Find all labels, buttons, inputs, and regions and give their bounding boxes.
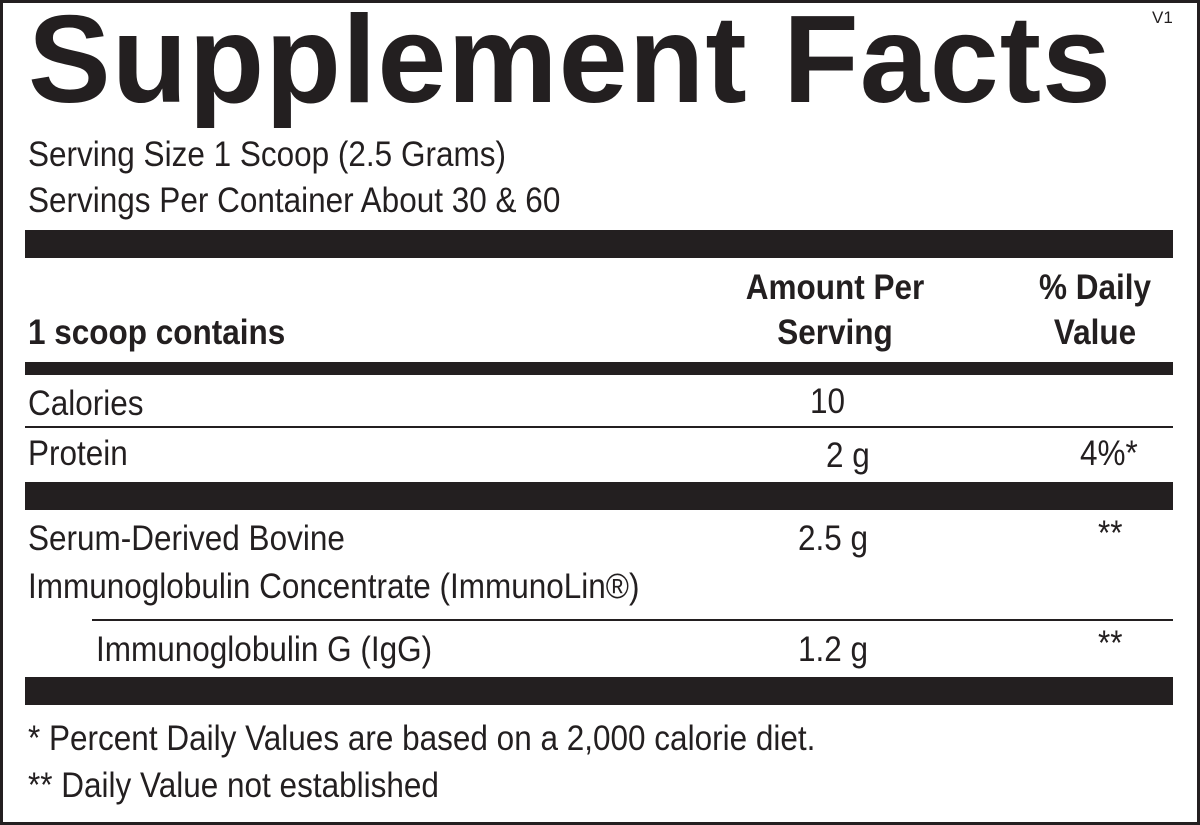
- footnote-percent-dv: * Percent Daily Values are based on a 2,…: [28, 719, 816, 758]
- header-dv-line1: % Daily: [1038, 268, 1152, 307]
- thin-divider: [25, 426, 1173, 428]
- thin-divider-indented: [92, 619, 1173, 621]
- header-amount: Amount Per Serving: [727, 268, 943, 353]
- row-protein-dv: 4%*: [1080, 434, 1138, 473]
- header-contains: 1 scoop contains: [28, 313, 286, 352]
- header-dv-line2: Value: [1053, 313, 1137, 352]
- header-dv: % Daily Value: [1010, 268, 1181, 353]
- header-amount-line2: Serving: [777, 313, 893, 352]
- version-tag: V1: [1152, 8, 1173, 27]
- label-title: Supplement Facts: [28, 0, 1112, 129]
- thick-divider: [25, 482, 1173, 510]
- row-serum-name-line1: Serum-Derived Bovine: [28, 519, 345, 558]
- row-igg-dv: **: [1098, 624, 1123, 663]
- row-calories-amount: 10: [810, 382, 846, 421]
- servings-per-container: Servings Per Container About 30 & 60: [28, 181, 561, 220]
- row-serum-dv: **: [1098, 514, 1123, 553]
- thick-divider: [25, 230, 1173, 258]
- row-protein-name: Protein: [28, 434, 128, 473]
- thick-divider: [25, 677, 1173, 705]
- row-igg-amount: 1.2 g: [798, 630, 869, 669]
- medium-divider: [25, 362, 1173, 375]
- serving-size: Serving Size 1 Scoop (2.5 Grams): [28, 135, 506, 174]
- row-serum-name-line2: Immunoglobulin Concentrate (ImmunoLin®): [28, 567, 640, 606]
- row-protein-amount: 2 g: [826, 436, 870, 475]
- row-igg-name: Immunoglobulin G (IgG): [96, 630, 433, 669]
- row-calories-name: Calories: [28, 384, 144, 423]
- header-amount-line1: Amount Per: [745, 268, 925, 307]
- footnote-dv-not-established: ** Daily Value not established: [28, 766, 439, 805]
- row-serum-amount: 2.5 g: [798, 519, 869, 558]
